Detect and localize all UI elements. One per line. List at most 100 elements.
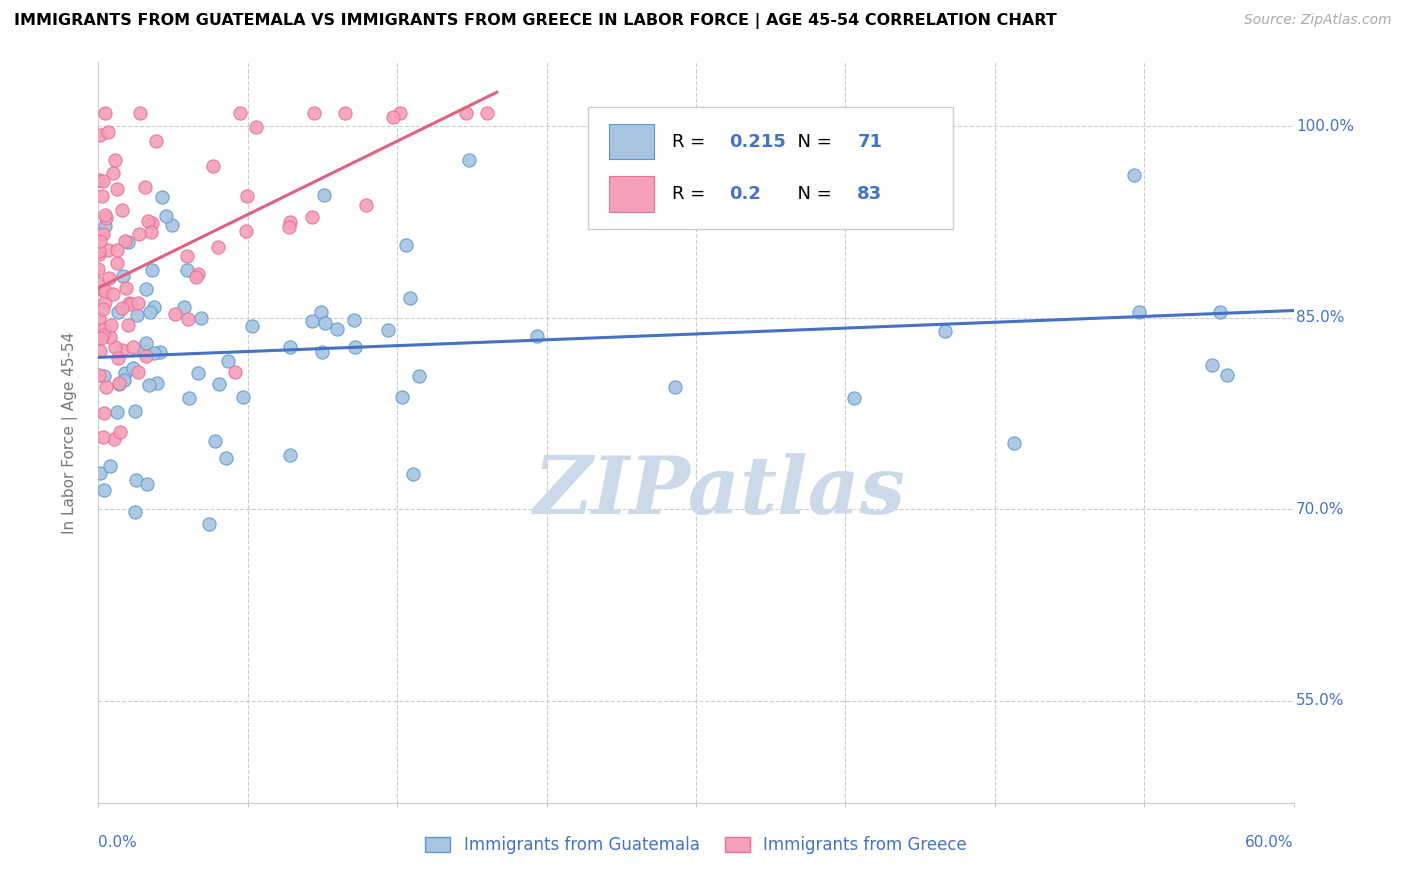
Point xyxy=(245,120,267,134)
Text: 100.0%: 100.0% xyxy=(1296,119,1354,134)
Text: R =: R = xyxy=(672,133,711,151)
Text: IMMIGRANTS FROM GUATEMALA VS IMMIGRANTS FROM GREECE IN LABOR FORCE | AGE 45-54 C: IMMIGRANTS FROM GUATEMALA VS IMMIGRANTS … xyxy=(14,13,1057,29)
Point xyxy=(103,286,125,301)
Text: 85.0%: 85.0% xyxy=(1296,310,1344,326)
Point xyxy=(1128,305,1150,319)
Point xyxy=(204,434,226,448)
Point xyxy=(93,368,115,383)
Text: N =: N = xyxy=(786,186,837,203)
Point xyxy=(391,390,413,404)
Point xyxy=(1201,358,1223,372)
Point xyxy=(236,188,259,202)
Point xyxy=(173,300,195,314)
Point xyxy=(98,330,121,344)
Point xyxy=(105,255,128,269)
Point xyxy=(91,174,114,188)
Point xyxy=(145,134,167,148)
Text: 0.2: 0.2 xyxy=(730,186,761,203)
Point xyxy=(278,340,301,354)
Point xyxy=(135,281,157,295)
Point xyxy=(136,214,159,228)
Point xyxy=(202,159,225,173)
Text: R =: R = xyxy=(672,186,711,203)
Point xyxy=(125,308,148,322)
Point xyxy=(135,336,157,351)
Point xyxy=(93,284,115,298)
Point xyxy=(311,305,333,319)
Point xyxy=(91,327,114,342)
Point xyxy=(163,307,186,321)
Point xyxy=(217,354,239,368)
Point xyxy=(87,310,110,325)
Point xyxy=(93,219,115,234)
Point xyxy=(103,166,125,180)
Text: 70.0%: 70.0% xyxy=(1296,501,1344,516)
Text: 83: 83 xyxy=(858,186,883,203)
Point xyxy=(135,350,157,364)
Point xyxy=(343,313,366,327)
Point xyxy=(100,318,122,332)
Point xyxy=(128,227,150,241)
Text: ZIPatlas: ZIPatlas xyxy=(534,453,905,531)
Text: 71: 71 xyxy=(858,133,883,151)
Point xyxy=(395,238,418,252)
Point xyxy=(240,318,263,333)
Point xyxy=(136,476,159,491)
Point xyxy=(87,173,110,187)
Point xyxy=(301,210,323,224)
Point xyxy=(93,208,115,222)
Point xyxy=(89,247,111,261)
Point xyxy=(187,367,209,381)
Point xyxy=(104,340,127,354)
Point xyxy=(94,380,117,394)
Point xyxy=(89,466,111,480)
Point xyxy=(91,283,114,297)
Point xyxy=(124,473,146,487)
Point xyxy=(105,182,128,196)
Point xyxy=(198,517,221,532)
Point xyxy=(190,311,212,326)
Point xyxy=(128,106,150,120)
Point xyxy=(114,366,136,380)
Point xyxy=(93,406,115,420)
Point xyxy=(934,324,956,338)
Point xyxy=(89,234,111,248)
FancyBboxPatch shape xyxy=(609,124,654,160)
Point xyxy=(1002,436,1025,450)
Point xyxy=(112,269,135,284)
Point xyxy=(91,227,114,242)
Text: Source: ZipAtlas.com: Source: ZipAtlas.com xyxy=(1244,13,1392,28)
Point xyxy=(117,318,139,332)
Point xyxy=(87,244,110,258)
Point xyxy=(122,340,145,354)
Legend: Immigrants from Guatemala, Immigrants from Greece: Immigrants from Guatemala, Immigrants fr… xyxy=(419,830,973,861)
Text: 0.215: 0.215 xyxy=(730,133,786,151)
Point xyxy=(139,304,162,318)
Point xyxy=(526,328,548,343)
Point xyxy=(150,189,173,203)
Point xyxy=(90,330,112,344)
Point xyxy=(377,323,399,337)
Point xyxy=(124,505,146,519)
Point xyxy=(389,106,412,120)
Point xyxy=(97,270,120,285)
Point xyxy=(111,202,134,217)
Point xyxy=(176,263,198,277)
Point xyxy=(105,405,128,419)
Point xyxy=(107,305,129,319)
Point xyxy=(333,106,356,120)
Point xyxy=(304,106,326,120)
Point xyxy=(1209,305,1232,319)
Point xyxy=(142,345,165,359)
Point xyxy=(138,377,160,392)
Point xyxy=(402,467,425,481)
Point xyxy=(314,316,336,330)
Text: 60.0%: 60.0% xyxy=(1246,835,1294,850)
Point xyxy=(114,234,136,248)
Point xyxy=(118,296,141,310)
Point xyxy=(91,430,114,444)
Point xyxy=(142,300,165,314)
Point xyxy=(381,110,404,124)
Point xyxy=(91,301,114,316)
Point xyxy=(141,225,163,239)
